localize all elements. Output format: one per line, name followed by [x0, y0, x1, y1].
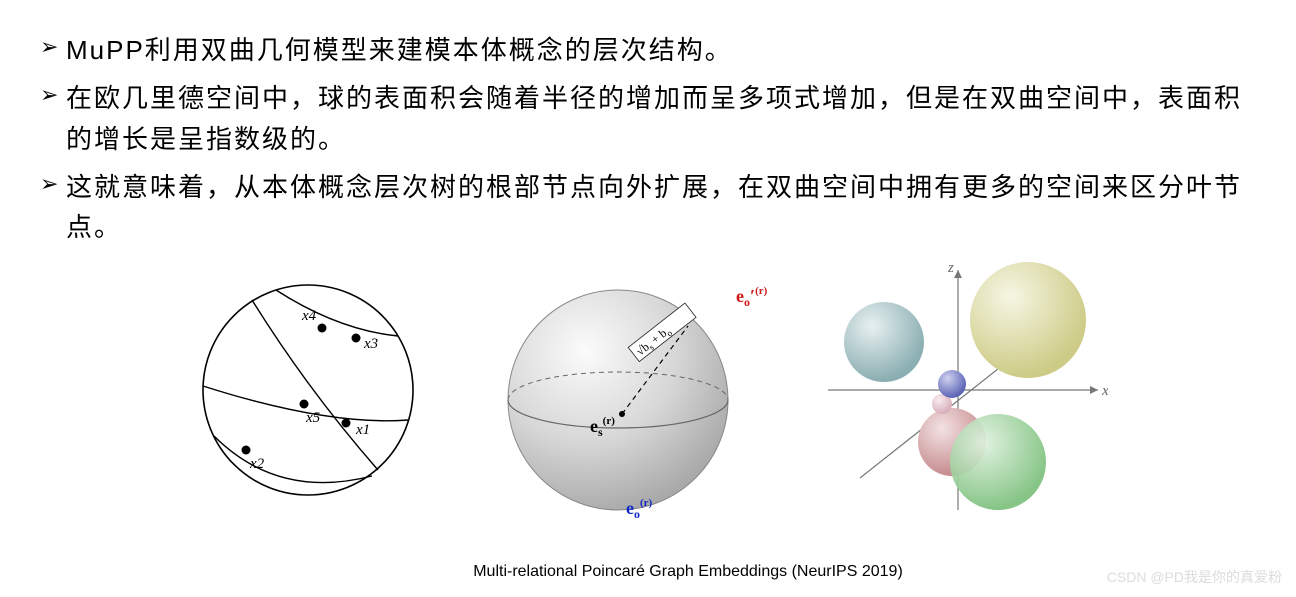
svg-text:x2: x2 — [249, 456, 265, 472]
bullet-list: MuPP利用双曲几何模型来建模本体概念的层次结构。 在欧几里德空间中，球的表面积… — [40, 30, 1256, 247]
slide: MuPP利用双曲几何模型来建模本体概念的层次结构。 在欧几里德空间中，球的表面积… — [0, 0, 1296, 597]
svg-text:eo′(r): eo′(r) — [736, 285, 768, 309]
spheres-3d-figure: x z y — [808, 260, 1108, 520]
figure-caption: Multi-relational Poincaré Graph Embeddin… — [40, 563, 1296, 581]
svg-text:x5: x5 — [305, 410, 321, 426]
svg-text:x1: x1 — [355, 422, 370, 438]
poincare-disk-figure: x1 x2 x3 x4 x5 — [188, 270, 428, 510]
svg-text:z: z — [947, 260, 954, 276]
svg-text:eo(r): eo(r) — [626, 497, 653, 520]
figure-row: x1 x2 x3 x4 x5 — [0, 250, 1296, 530]
bullet-item: 在欧几里德空间中，球的表面积会随着半径的增加而呈多项式增加，但是在双曲空间中，表… — [40, 78, 1256, 159]
svg-text:x: x — [1101, 383, 1108, 399]
sphere-embedding-figure: √bs + bo eo′(r) eo(r) es(r) — [468, 260, 768, 520]
svg-text:x4: x4 — [301, 308, 317, 324]
bullet-item: 这就意味着，从本体概念层次树的根部节点向外扩展，在双曲空间中拥有更多的空间来区分… — [40, 167, 1256, 248]
bullet-item: MuPP利用双曲几何模型来建模本体概念的层次结构。 — [40, 30, 1256, 70]
svg-text:x3: x3 — [363, 336, 378, 352]
